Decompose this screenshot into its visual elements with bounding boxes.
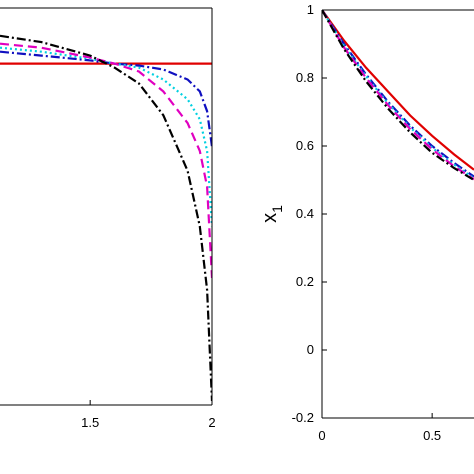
y-axis-label: x1 [259, 205, 285, 223]
y-axis-label-main: x [259, 213, 281, 223]
series-line [322, 10, 474, 181]
x-tick-label: 1.5 [81, 415, 99, 430]
y-tick-label: 0 [307, 342, 314, 357]
series-line [0, 50, 212, 148]
y-tick-label: -0.2 [292, 410, 314, 425]
series-line [0, 34, 212, 402]
y-axis-label-sub: 1 [269, 205, 285, 213]
plot-area [322, 10, 474, 181]
x-tick-label: 2 [208, 415, 215, 430]
y-tick-label: 0.4 [296, 206, 314, 221]
series-line [0, 42, 212, 279]
plot-area [0, 34, 212, 402]
x-tick-label: 0 [318, 428, 325, 443]
y-tick-label: 1 [307, 2, 314, 17]
y-tick-label: 0.8 [296, 70, 314, 85]
y-tick-label: 0.6 [296, 138, 314, 153]
series-line [322, 10, 474, 180]
x-tick-label: 0.5 [423, 428, 441, 443]
series-line [322, 10, 474, 181]
y-tick-label: 0.2 [296, 274, 314, 289]
series-line [322, 10, 474, 171]
series-line [0, 46, 212, 227]
